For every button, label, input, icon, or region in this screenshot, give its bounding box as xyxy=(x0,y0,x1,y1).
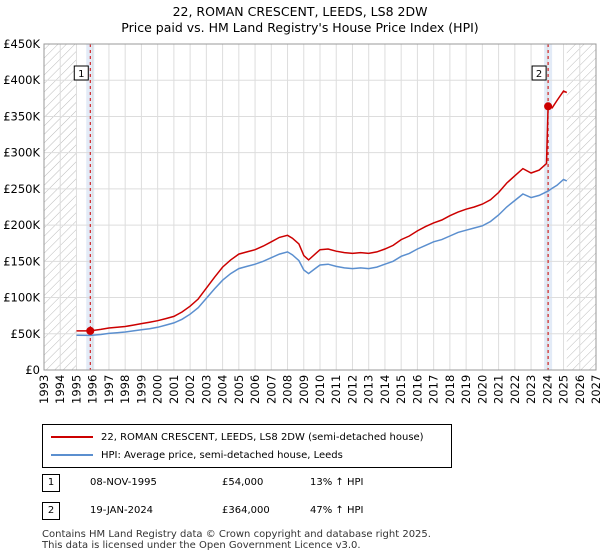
x-tick-label: 2013 xyxy=(362,375,376,404)
y-tick-label: £300K xyxy=(3,146,40,160)
x-tick-label: 1998 xyxy=(118,375,132,404)
x-tick-label: 2015 xyxy=(394,375,408,404)
attribution: Contains HM Land Registry data © Crown c… xyxy=(42,529,431,551)
sale-date: 19-JAN-2024 xyxy=(90,505,154,516)
x-tick-label: 2001 xyxy=(167,375,181,404)
property-series-line xyxy=(76,90,568,332)
x-tick-label: 2003 xyxy=(199,375,213,404)
sale-hpi-change: 13% ↑ HPI xyxy=(310,477,364,488)
y-tick-label: £450K xyxy=(3,37,40,51)
sale-row: 2 19-JAN-2024 £364,000 47% ↑ HPI xyxy=(0,502,600,522)
x-tick-label: 1997 xyxy=(102,375,116,404)
x-tick-label: 2021 xyxy=(492,375,506,404)
y-tick-label: £200K xyxy=(3,218,40,232)
x-tick-label: 2026 xyxy=(573,375,587,404)
x-tick-label: 1996 xyxy=(86,375,100,404)
x-tick-label: 2020 xyxy=(475,375,489,404)
legend-swatch-hpi xyxy=(51,454,93,456)
x-tick-label: 1995 xyxy=(69,375,83,404)
attribution-line-2: This data is licensed under the Open Gov… xyxy=(42,540,361,551)
x-tick-label: 2023 xyxy=(524,375,538,404)
x-tick-label: 2022 xyxy=(508,375,522,404)
x-tick-label: 2009 xyxy=(297,375,311,404)
hpi-series-line xyxy=(76,178,568,337)
y-tick-label: £150K xyxy=(3,254,40,268)
price-chart: 1 2 £0 £50K £100K £150K £200K £250K £300K £350K £4… xyxy=(3,37,600,404)
x-tick-label: 2019 xyxy=(459,375,473,404)
x-tick-label: 2014 xyxy=(378,375,392,404)
x-tick-label: 2004 xyxy=(216,375,230,404)
legend: 22, ROMAN CRESCENT, LEEDS, LS8 2DW (semi… xyxy=(42,424,452,468)
sale-price: £54,000 xyxy=(222,477,264,488)
sale-price: £364,000 xyxy=(222,505,270,516)
sale-marker-badge: 1 xyxy=(42,474,60,492)
x-tick-label: 2000 xyxy=(151,375,165,404)
sale-marker-badge: 2 xyxy=(42,502,60,520)
sale-marker-box-2 xyxy=(531,65,547,81)
x-tick-label: 2007 xyxy=(264,375,278,404)
sale-row: 1 08-NOV-1995 £54,000 13% ↑ HPI xyxy=(0,474,600,494)
sale-marker-label-2: 2 xyxy=(536,69,542,80)
y-tick-label: £100K xyxy=(3,291,40,305)
sale-marker-box-1 xyxy=(73,65,89,81)
y-tick-label: £50K xyxy=(11,327,41,341)
y-tick-label: £250K xyxy=(3,182,40,196)
x-tick-label: 2016 xyxy=(410,375,424,404)
x-tick-label: 2010 xyxy=(313,375,327,404)
hatched-region-after xyxy=(566,44,596,370)
legend-swatch-property xyxy=(51,436,93,438)
legend-label-hpi: HPI: Average price, semi-detached house,… xyxy=(101,449,343,461)
x-tick-label: 2011 xyxy=(329,375,343,404)
sale-point-1 xyxy=(86,326,95,335)
legend-item-property: 22, ROMAN CRESCENT, LEEDS, LS8 2DW (semi… xyxy=(51,429,424,445)
sale-date: 08-NOV-1995 xyxy=(90,477,157,488)
x-tick-label: 2012 xyxy=(345,375,359,404)
x-tick-label: 2005 xyxy=(232,375,246,404)
y-tick-label: £0 xyxy=(25,363,40,377)
chart-subtitle: Price paid vs. HM Land Registry's House … xyxy=(121,20,479,35)
x-tick-label: 2018 xyxy=(443,375,457,404)
chart-title: 22, ROMAN CRESCENT, LEEDS, LS8 2DW xyxy=(172,4,428,19)
plot-border xyxy=(43,43,597,371)
x-tick-label: 1999 xyxy=(134,375,148,404)
x-tick-label: 2008 xyxy=(281,375,295,404)
attribution-line-1: Contains HM Land Registry data © Crown c… xyxy=(42,529,431,540)
y-tick-label: £350K xyxy=(3,109,40,123)
x-tick-label: 2002 xyxy=(183,375,197,404)
x-tick-label: 2006 xyxy=(248,375,262,404)
x-tick-label: 1994 xyxy=(53,375,67,404)
x-tick-label: 1993 xyxy=(37,375,51,404)
y-tick-label: £400K xyxy=(3,73,40,87)
x-tick-label: 2025 xyxy=(557,375,571,404)
sale-point-2 xyxy=(544,102,553,111)
legend-item-hpi: HPI: Average price, semi-detached house,… xyxy=(51,447,343,463)
legend-label-property: 22, ROMAN CRESCENT, LEEDS, LS8 2DW (semi… xyxy=(101,431,424,443)
sale-hpi-change: 47% ↑ HPI xyxy=(310,505,364,516)
sale-marker-label-1: 1 xyxy=(78,69,84,80)
x-tick-label: 2017 xyxy=(427,375,441,404)
x-tick-label: 2027 xyxy=(589,375,600,404)
x-tick-label: 2024 xyxy=(540,375,554,404)
